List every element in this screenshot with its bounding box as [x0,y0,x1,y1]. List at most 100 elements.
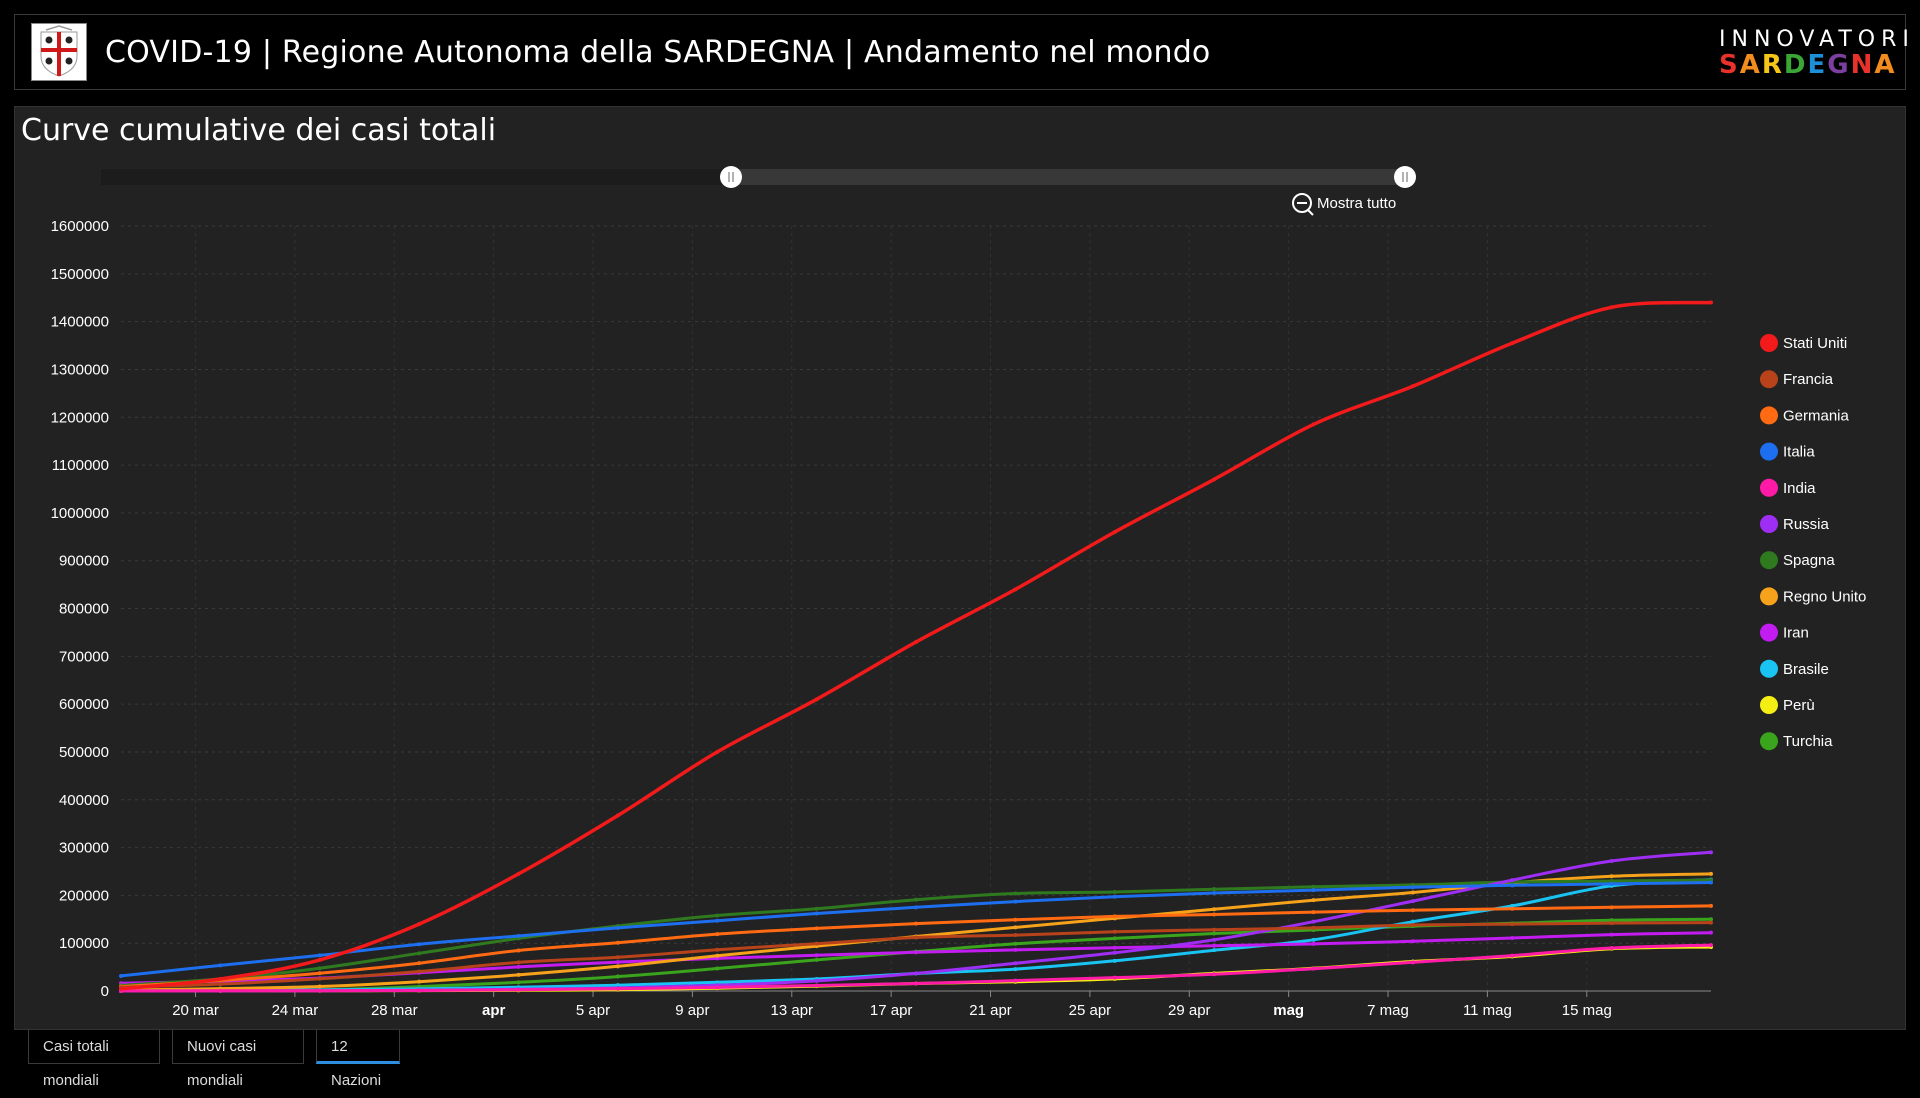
data-point[interactable] [516,871,521,876]
data-point[interactable] [615,986,620,991]
data-point[interactable] [119,986,123,991]
data-point[interactable] [1510,878,1515,883]
data-point[interactable] [516,964,521,969]
data-point[interactable] [1510,936,1515,941]
data-point[interactable] [715,932,720,937]
data-point[interactable] [218,977,223,982]
data-point[interactable] [715,980,720,985]
data-point[interactable] [1609,945,1614,950]
data-point[interactable] [615,983,620,988]
data-point[interactable] [1212,943,1217,948]
data-point[interactable] [615,813,620,818]
data-point[interactable] [1112,958,1117,963]
legend-item-russia[interactable]: Russia [1760,515,1830,533]
data-point[interactable] [1510,906,1515,911]
data-point[interactable] [1112,530,1117,534]
tab-casi-totali-mondiali[interactable]: Casi totali mondiali [28,1030,160,1089]
legend-item-turchia[interactable]: Turchia [1760,732,1833,751]
series-line-spagna[interactable] [120,878,1712,987]
data-point[interactable] [1013,941,1018,946]
data-point[interactable] [914,897,918,902]
data-point[interactable] [814,911,819,916]
data-point[interactable] [1709,917,1713,922]
legend-item-francia[interactable]: Francia [1760,370,1834,389]
data-point[interactable] [1013,947,1018,952]
data-point[interactable] [1311,422,1316,427]
data-point[interactable] [715,913,720,918]
data-point[interactable] [317,966,322,971]
data-point[interactable] [1311,925,1316,930]
legend-item-iran[interactable]: Iran [1760,623,1809,642]
data-point[interactable] [1212,948,1217,953]
data-point[interactable] [1212,931,1217,936]
data-point[interactable] [317,984,322,989]
data-point[interactable] [1510,883,1515,888]
data-point[interactable] [1013,967,1018,972]
data-point[interactable] [119,973,123,978]
data-point[interactable] [317,976,322,981]
data-point[interactable] [914,935,918,940]
data-point[interactable] [1609,879,1614,884]
data-point[interactable] [417,942,422,947]
data-point[interactable] [1609,881,1614,886]
data-point[interactable] [1311,966,1316,971]
data-point[interactable] [417,951,422,956]
data-point[interactable] [914,950,918,955]
data-point[interactable] [814,926,819,931]
data-point[interactable] [715,749,720,754]
data-point[interactable] [615,955,620,960]
legend-item-regno-unito[interactable]: Regno Unito [1760,587,1866,606]
data-point[interactable] [1709,920,1713,925]
data-point[interactable] [1311,884,1316,889]
data-point[interactable] [1212,937,1217,942]
data-point[interactable] [1510,341,1515,346]
data-point[interactable] [814,978,819,983]
data-point[interactable] [615,925,620,930]
data-point[interactable] [218,982,223,987]
scrollbar-thumb[interactable] [731,169,1403,185]
data-point[interactable] [1311,898,1316,903]
data-point[interactable] [1410,919,1415,924]
data-point[interactable] [1212,907,1217,912]
data-point[interactable] [1112,914,1117,919]
zoom-scrollbar[interactable] [101,166,1416,188]
data-point[interactable] [1410,899,1415,904]
data-point[interactable] [1311,941,1316,946]
series-line-francia[interactable] [120,921,1712,989]
legend-item-stati-uniti[interactable]: Stati Uniti [1760,334,1847,352]
data-point[interactable] [516,960,521,965]
data-point[interactable] [1212,890,1217,895]
data-point[interactable] [1510,922,1515,927]
data-point[interactable] [1709,880,1713,885]
data-point[interactable] [1609,932,1614,937]
data-point[interactable] [1112,936,1117,941]
data-point[interactable] [914,905,918,910]
data-point[interactable] [417,969,422,974]
data-point[interactable] [814,983,819,988]
data-point[interactable] [1112,950,1117,955]
data-point[interactable] [1013,961,1018,966]
data-point[interactable] [417,961,422,966]
data-point[interactable] [1311,919,1316,924]
data-point[interactable] [615,940,620,945]
data-point[interactable] [516,980,521,985]
data-point[interactable] [914,971,918,976]
data-point[interactable] [516,934,521,939]
data-point[interactable] [1013,587,1018,592]
data-point[interactable] [715,953,720,958]
scrollbar-left-grip[interactable] [720,166,742,188]
data-point[interactable] [814,941,819,946]
data-point[interactable] [218,963,223,968]
data-point[interactable] [914,921,918,926]
data-point[interactable] [1609,858,1614,863]
data-point[interactable] [1709,300,1713,305]
data-point[interactable] [1410,384,1415,389]
data-point[interactable] [1212,927,1217,932]
data-point[interactable] [1410,890,1415,895]
data-point[interactable] [715,918,720,923]
data-point[interactable] [1510,903,1515,908]
legend-item-spagna[interactable]: Spagna [1760,551,1835,570]
data-point[interactable] [1410,960,1415,965]
data-point[interactable] [516,948,521,953]
data-point[interactable] [1013,933,1018,938]
